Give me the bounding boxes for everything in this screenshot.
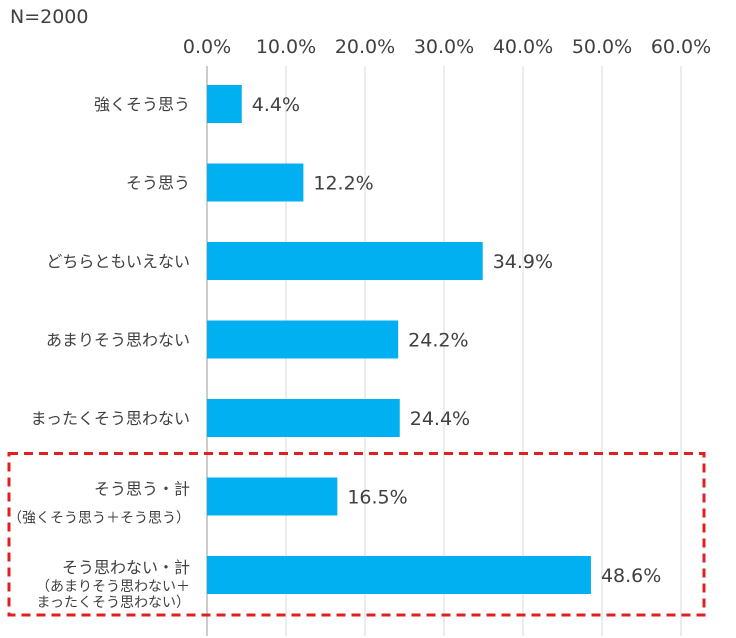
sample-size-label: N=2000 [10, 6, 89, 28]
data-label: 48.6% [601, 565, 661, 587]
bar [207, 85, 242, 123]
category-label: どちらともいえない [46, 252, 190, 271]
data-label: 12.2% [313, 173, 373, 195]
bar [207, 556, 591, 594]
bar [207, 163, 304, 202]
category-sublabel: まったくそう思わない） [37, 595, 190, 611]
bar [207, 242, 483, 280]
bar [207, 477, 338, 516]
x-tick-label: 60.0% [651, 36, 711, 58]
category-sublabel: （あまりそう思わない＋ [36, 579, 190, 595]
x-tick-label: 0.0% [183, 36, 231, 58]
category-sublabel: （強くそう思う＋そう思う） [8, 511, 190, 527]
category-label: そう思わない・計 [62, 558, 190, 577]
data-label: 24.2% [408, 330, 468, 352]
x-tick-label: 10.0% [256, 36, 316, 58]
category-label: 強くそう思う [94, 95, 190, 114]
bar [207, 320, 399, 359]
x-tick-label: 50.0% [572, 36, 632, 58]
data-label: 16.5% [347, 487, 407, 509]
category-label: そう思う [126, 174, 190, 193]
data-label: 4.4% [252, 94, 300, 116]
bar [207, 399, 400, 437]
x-tick-label: 30.0% [414, 36, 474, 58]
x-tick-label: 20.0% [335, 36, 395, 58]
highlight-box [7, 452, 706, 617]
x-tick-label: 40.0% [493, 36, 553, 58]
category-label: あまりそう思わない [46, 331, 190, 350]
category-label: そう思う・計 [94, 480, 190, 499]
category-label: まったくそう思わない [31, 409, 190, 428]
data-label: 34.9% [493, 251, 553, 273]
data-label: 24.4% [410, 408, 470, 430]
